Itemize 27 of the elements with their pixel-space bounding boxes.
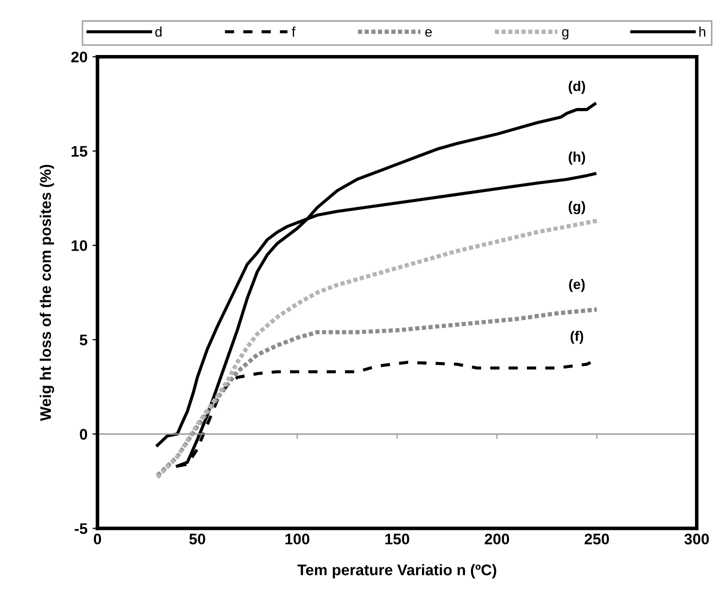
x-tick-label: 100 [285,534,310,544]
x-tick-label: 300 [684,534,709,544]
y-tick-label: 5 [80,334,88,346]
y-tick-label: 10 [72,240,88,252]
legend-label: e [425,29,432,37]
legend-label: f [292,26,296,37]
line-series [155,307,599,478]
line-series [155,218,599,480]
annotation: (d) [568,80,586,94]
x-tick-label: 0 [94,534,102,544]
y-axis-title: Weig ht loss of the com posites (%) [40,164,54,421]
annotation: (g) [568,201,586,214]
legend-label: g [562,29,568,40]
annotation: (e) [569,278,585,292]
annotation: (f) [570,330,584,344]
annotation: (h) [568,152,586,165]
x-tick-label: 150 [385,534,410,544]
legend-label: h [699,26,706,37]
y-tick-label: 20 [71,52,88,62]
y-tick-label: -5 [74,523,88,534]
y-tick-label: 0 [80,428,88,440]
x-axis-title: Tem perature Variatio n (ºC) [297,564,496,578]
y-tick-label: 15 [72,146,88,157]
x-tick-label: 50 [189,534,206,544]
legend-label: d [155,26,162,37]
x-tick-label: 200 [484,534,510,544]
x-tick-label: 250 [584,534,609,544]
